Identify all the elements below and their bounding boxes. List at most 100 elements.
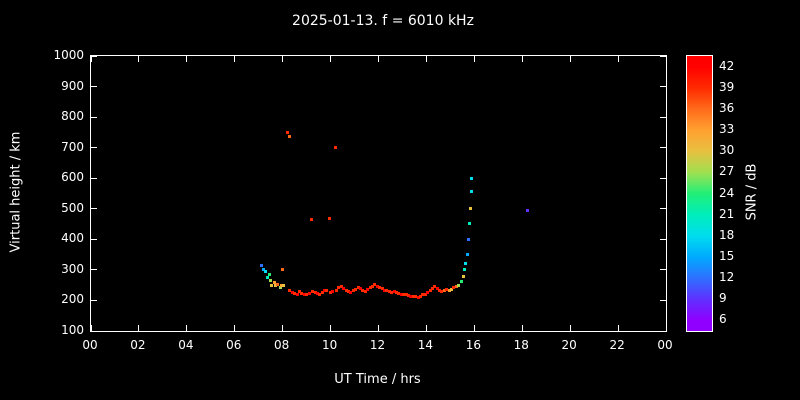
data-point (397, 291, 401, 295)
data-point (327, 217, 331, 221)
colorbar-tick-label: 15 (719, 248, 735, 263)
colorbar-tick-label: 39 (719, 79, 735, 94)
x-tick-label: 18 (513, 338, 529, 352)
x-tick-label: 14 (417, 338, 434, 352)
y-tick-label: 900 (61, 78, 84, 93)
data-point (382, 288, 386, 292)
x-tick-label: 12 (369, 338, 386, 352)
data-point (344, 288, 348, 292)
data-point (272, 281, 276, 285)
x-tick-mark (378, 56, 379, 62)
y-tick-mark (660, 86, 666, 88)
colorbar (686, 55, 713, 332)
data-point (385, 289, 389, 293)
data-point (375, 284, 379, 288)
data-point (302, 292, 306, 296)
data-point (339, 284, 343, 288)
data-point (285, 130, 289, 134)
colorbar-tick-label: 33 (719, 122, 735, 137)
x-tick-label: 00 (657, 338, 673, 352)
colorbar-tick-label: 12 (719, 270, 735, 285)
x-tick-label: 16 (465, 338, 481, 352)
data-point (465, 252, 469, 256)
y-tick-mark (660, 208, 666, 210)
data-point (430, 286, 434, 290)
data-point (323, 289, 327, 293)
data-point (452, 286, 456, 290)
y-tick-mark (91, 147, 97, 149)
data-point (435, 287, 439, 291)
data-point (411, 294, 415, 298)
y-tick-mark (91, 208, 97, 210)
y-tick-label: 800 (61, 109, 84, 124)
data-point (442, 288, 446, 292)
data-point (399, 292, 403, 296)
data-point (418, 294, 422, 298)
x-tick-mark (138, 325, 140, 331)
data-point (392, 290, 396, 294)
data-point (409, 294, 413, 298)
x-tick-mark (186, 325, 188, 331)
data-point (320, 291, 324, 294)
data-point (440, 290, 444, 294)
data-point (282, 284, 286, 288)
y-tick-label: 700 (61, 139, 84, 154)
data-point (421, 293, 425, 297)
data-point (368, 286, 372, 290)
data-point (525, 208, 529, 212)
y-tick-mark (91, 299, 97, 301)
data-point (378, 286, 382, 290)
y-tick-mark (91, 55, 97, 57)
x-tick-label: 04 (178, 338, 194, 352)
x-tick-mark (617, 325, 619, 331)
plot-area (90, 55, 667, 332)
x-tick-mark (90, 325, 92, 331)
data-point (470, 176, 474, 180)
data-point (307, 291, 311, 295)
data-point (305, 293, 309, 297)
data-point (278, 285, 282, 289)
data-point (426, 290, 430, 294)
data-point (462, 274, 466, 278)
data-point (264, 269, 268, 273)
data-point (373, 283, 377, 287)
data-point (423, 292, 427, 296)
x-tick-mark (282, 325, 284, 331)
x-tick-mark (378, 325, 379, 331)
x-tick-mark (521, 56, 523, 62)
y-tick-mark (660, 55, 666, 57)
x-tick-mark (186, 56, 188, 62)
colorbar-tick-label: 21 (719, 206, 735, 221)
data-point (394, 291, 398, 294)
data-point (279, 283, 283, 287)
data-point (356, 286, 360, 290)
data-point (366, 288, 370, 292)
y-tick-mark (91, 330, 97, 332)
colorbar-tick-label: 36 (719, 100, 735, 115)
y-axis-label: Virtual height / km (8, 131, 24, 253)
x-tick-mark (234, 56, 236, 62)
data-point (259, 263, 263, 267)
data-point (463, 268, 467, 272)
y-tick-label: 200 (61, 292, 84, 307)
data-point (290, 291, 294, 294)
x-tick-label: 22 (609, 338, 625, 352)
data-point (351, 289, 355, 293)
data-point (363, 289, 367, 293)
data-point (295, 292, 299, 296)
data-point (450, 288, 454, 292)
y-tick-mark (91, 269, 97, 271)
x-tick-mark (234, 325, 236, 331)
y-tick-mark (660, 177, 666, 179)
data-point (406, 294, 410, 298)
y-tick-mark (660, 330, 666, 332)
data-point (361, 288, 365, 292)
y-tick-mark (660, 147, 666, 149)
data-point (300, 291, 304, 295)
data-point (359, 287, 363, 291)
x-tick-label: 06 (226, 338, 242, 352)
data-point (414, 295, 418, 299)
x-axis-label: UT Time / hrs (334, 372, 421, 387)
data-point (349, 291, 353, 294)
